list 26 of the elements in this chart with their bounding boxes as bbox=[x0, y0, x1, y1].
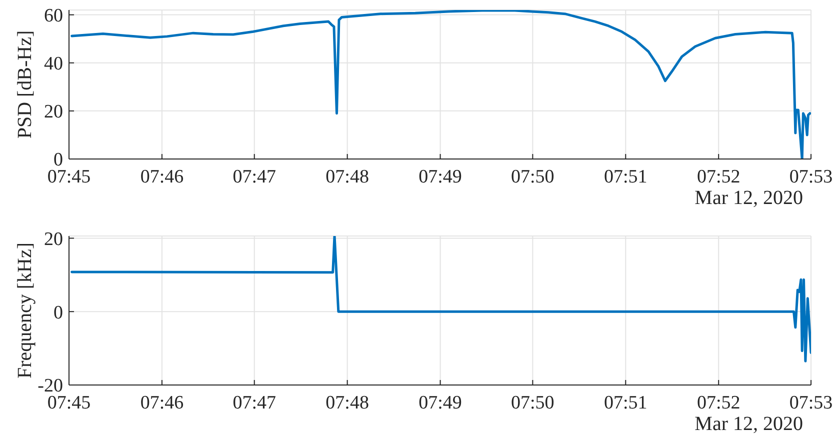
x-tick-label: 07:53 bbox=[789, 166, 833, 188]
x-tick-label: 07:49 bbox=[418, 166, 462, 188]
line-series bbox=[70, 10, 811, 159]
y-tick-label: 20 bbox=[44, 228, 63, 250]
text: Mar 12, 2020 bbox=[694, 186, 803, 210]
y-tick-label: 60 bbox=[44, 6, 63, 27]
x-tick-label: 07:50 bbox=[511, 166, 554, 188]
y-tick-label: 0 bbox=[54, 302, 63, 324]
y-axis-title: Frequency [kHz] bbox=[14, 242, 36, 379]
x-tick-label: 07:50 bbox=[511, 392, 554, 414]
x-tick-label: 07:46 bbox=[140, 392, 184, 414]
x-tick-label: 07:51 bbox=[604, 166, 648, 188]
y-axis-title: PSD [dB-Hz] bbox=[14, 30, 36, 139]
text: Mar 12, 2020 bbox=[694, 412, 803, 436]
x-tick-label: 07:47 bbox=[232, 392, 276, 414]
x-tick-label: 07:46 bbox=[140, 166, 184, 188]
y-tick-label: 40 bbox=[44, 54, 63, 75]
x-tick-label: 07:47 bbox=[232, 166, 276, 188]
x-tick-label: 07:51 bbox=[604, 392, 648, 414]
x-tick-label: 07:52 bbox=[696, 166, 740, 188]
x-tick-label: 07:52 bbox=[696, 392, 740, 414]
y-tick-label: 20 bbox=[44, 102, 63, 123]
x-tick-label: 07:49 bbox=[418, 392, 462, 414]
x-tick-label: 07:48 bbox=[326, 166, 369, 188]
x-tick-label: 07:53 bbox=[789, 392, 833, 414]
x-tick-label: 07:48 bbox=[326, 392, 369, 414]
